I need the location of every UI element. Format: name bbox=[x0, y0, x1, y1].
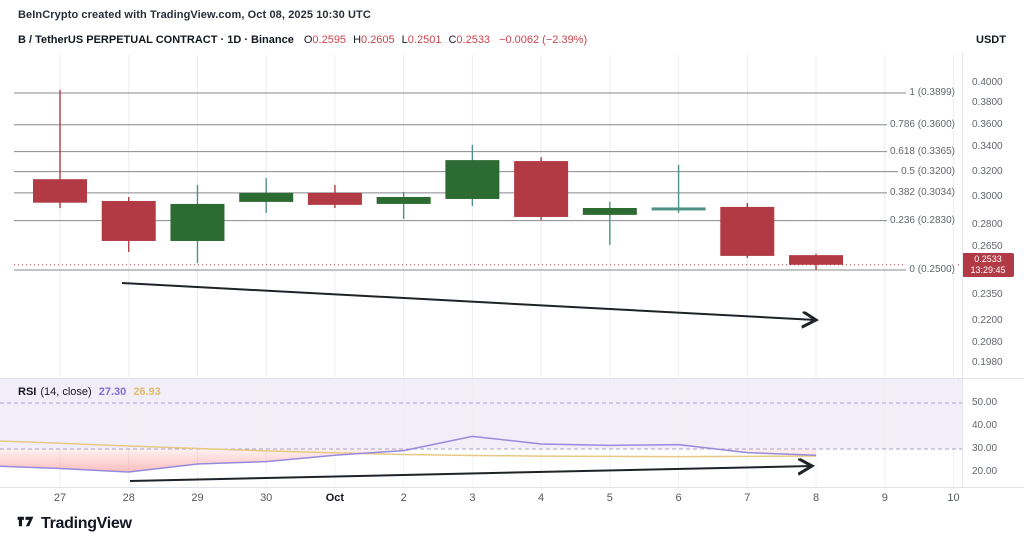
fib-level-label: 0.236 (0.2830) bbox=[886, 214, 958, 226]
fib-level-label: 0.382 (0.3034) bbox=[886, 186, 958, 198]
symbol-info-bar: B / TetherUS PERPETUAL CONTRACT · 1D · B… bbox=[18, 34, 587, 46]
ohlc-o: O0.2595 bbox=[303, 34, 347, 46]
date-label[interactable]: 2 bbox=[400, 492, 407, 504]
price-scale-separator bbox=[962, 52, 963, 487]
price-tick-label: 0.2350 bbox=[972, 288, 1003, 300]
rsi-ma-line bbox=[0, 440, 817, 458]
last-price-badge: 0.2533 13:29:45 bbox=[962, 253, 1014, 277]
rsi-ma-current-value: 26.93 bbox=[133, 386, 161, 398]
candle-sep-27 bbox=[33, 89, 87, 209]
ohlc-h: H0.2605 bbox=[353, 34, 395, 46]
rsi-tick-label: 30.00 bbox=[972, 443, 998, 454]
uptrend-arrow[interactable] bbox=[129, 466, 812, 482]
date-label[interactable]: 8 bbox=[812, 492, 820, 504]
price-tick-label: 0.2800 bbox=[972, 218, 1003, 230]
price-tick-label: 0.2080 bbox=[972, 337, 1003, 349]
date-label[interactable]: 10 bbox=[947, 492, 960, 504]
time-axis-separator bbox=[0, 487, 1024, 488]
date-label[interactable]: 6 bbox=[675, 492, 682, 504]
price-tick-label: 0.2200 bbox=[972, 314, 1003, 326]
candle-sep-30 bbox=[239, 178, 294, 213]
rsi-pane[interactable] bbox=[0, 378, 962, 487]
rsi-name: RSI bbox=[18, 386, 37, 398]
price-tick-label: 0.3200 bbox=[972, 165, 1003, 177]
date-label[interactable]: 3 bbox=[469, 492, 476, 504]
price-tick-label: 0.2650 bbox=[972, 240, 1003, 252]
date-label[interactable]: 5 bbox=[606, 492, 613, 504]
rsi-params: (14, close) bbox=[40, 386, 92, 398]
quote-currency-label: USDT bbox=[976, 34, 1006, 46]
date-label[interactable]: 28 bbox=[122, 492, 135, 504]
candle-oct-4 bbox=[514, 157, 569, 220]
rsi-tick-label: 50.00 bbox=[972, 397, 998, 408]
price-tick-label: 0.3400 bbox=[972, 141, 1003, 153]
ohlc-c: C0.2533 bbox=[448, 34, 491, 46]
date-label[interactable]: Oct bbox=[325, 492, 345, 504]
tradingview-logo-icon bbox=[16, 512, 35, 536]
fib-level-label: 0.786 (0.3600) bbox=[886, 118, 958, 130]
candle-oct-8 bbox=[789, 253, 844, 270]
rsi-current-value: 27.30 bbox=[98, 386, 127, 398]
rsi-line bbox=[0, 435, 817, 473]
date-label[interactable]: 30 bbox=[260, 492, 273, 504]
candle-oct-6 bbox=[651, 164, 706, 213]
tradingview-logo-text: TradingView bbox=[41, 515, 132, 532]
date-label[interactable]: 4 bbox=[538, 492, 545, 504]
price-tick-label: 0.3600 bbox=[972, 118, 1003, 130]
candle-oct-3 bbox=[445, 144, 500, 206]
rsi-indicator-legend[interactable]: RSI (14, close) 27.30 26.93 bbox=[18, 386, 161, 398]
rsi-tick-label: 20.00 bbox=[972, 466, 998, 477]
fib-level-label: 0.5 (0.3200) bbox=[898, 165, 958, 177]
fib-level-label: 0 (0.2500) bbox=[906, 264, 958, 275]
candle-oct-7 bbox=[720, 202, 775, 258]
fib-level-label: 1 (0.3899) bbox=[906, 86, 958, 98]
date-label[interactable]: 27 bbox=[53, 492, 67, 504]
fib-level-label: 0.618 (0.3365) bbox=[886, 145, 958, 157]
ohlc-readout: O0.2595 H0.2605 L0.2501 C0.2533 bbox=[304, 34, 497, 46]
price-tick-label: 0.3000 bbox=[972, 191, 1003, 203]
pane-separator[interactable] bbox=[0, 378, 1024, 379]
price-tick-label: 0.4000 bbox=[972, 76, 1003, 88]
price-tick-label: 0.3800 bbox=[972, 97, 1003, 109]
change-readout: −0.0062 (−2.39%) bbox=[499, 34, 588, 46]
candle-oct-2 bbox=[376, 191, 431, 219]
date-label[interactable]: 7 bbox=[744, 492, 751, 504]
ohlc-l: L0.2501 bbox=[401, 34, 442, 46]
credit-line: BeInCrypto created with TradingView.com,… bbox=[18, 9, 371, 21]
candle-oct-5 bbox=[582, 201, 637, 245]
bar-countdown: 13:29:45 bbox=[970, 265, 1006, 275]
candle-sep-28 bbox=[101, 196, 156, 252]
tradingview-logo[interactable]: TradingView bbox=[16, 512, 132, 536]
downtrend-arrow[interactable] bbox=[121, 282, 816, 320]
date-label[interactable]: 29 bbox=[191, 492, 204, 504]
rsi-tick-label: 40.00 bbox=[972, 420, 998, 431]
date-label[interactable]: 9 bbox=[881, 492, 888, 504]
price-tick-label: 0.1980 bbox=[972, 356, 1003, 368]
candle-sep-29 bbox=[170, 184, 225, 264]
symbol-title[interactable]: B / TetherUS PERPETUAL CONTRACT · 1D · B… bbox=[18, 34, 294, 46]
price-pane[interactable] bbox=[0, 0, 962, 378]
last-price-value: 0.2533 bbox=[974, 254, 1002, 264]
candle-oct-1 bbox=[307, 184, 362, 208]
